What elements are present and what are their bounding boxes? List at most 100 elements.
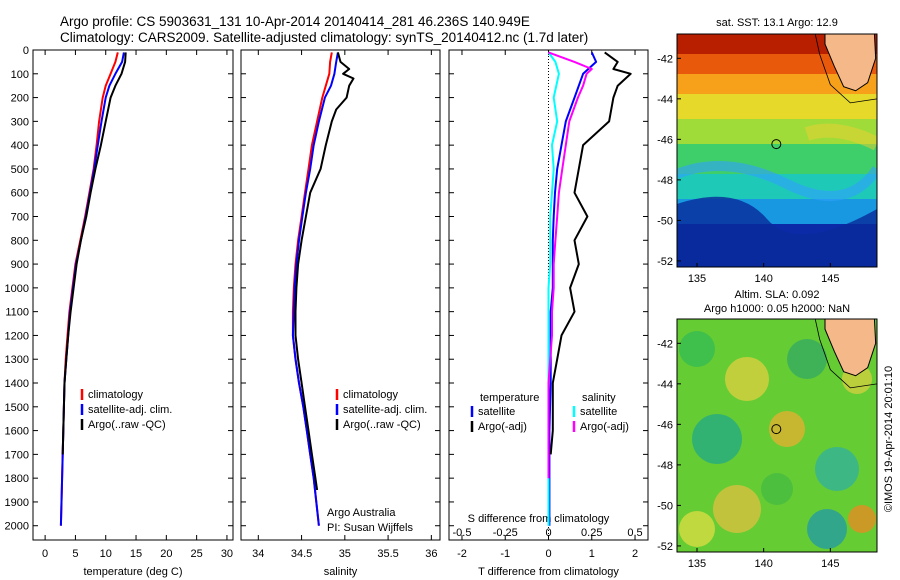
legend-label: Argo(-adj) (478, 421, 527, 433)
y-tick-label: -44 (657, 94, 673, 106)
y-tick-label: 400 (11, 140, 29, 152)
header-line-1: Argo profile: CS 5903631_131 10-Apr-2014… (60, 14, 530, 29)
x-top-tick-label: -0.25 (493, 527, 518, 539)
y-tick-label: -42 (657, 53, 673, 65)
tasmania-land (824, 319, 877, 377)
sla-blob (815, 447, 859, 491)
x-tick-label: 5 (72, 548, 78, 560)
x-tick-label: 140 (754, 558, 772, 570)
sla-blob (848, 505, 876, 533)
legend-label: Argo(..raw -QC) (343, 419, 421, 431)
panel-frame (32, 49, 234, 541)
x-tick-label: 34 (252, 548, 264, 560)
y-tick-label: 700 (11, 212, 29, 224)
tasmania-land (824, 34, 877, 92)
legend-label: satellite-adj. clim. (343, 404, 427, 416)
x-tick-label: 145 (821, 558, 839, 570)
x-tick-label: 0 (42, 548, 48, 560)
sla-map: -42 -44 -46 -48 -50 -52 135 140 145 Altim. SLA: 0… (657, 289, 895, 570)
x-top-tick-label: 0.5 (627, 527, 642, 539)
profile-panel-2: 34 34.5 35 35.5 36 salinity climatology satelli… (240, 49, 441, 578)
y-tick-label: 900 (11, 259, 29, 271)
sst-warm-eddy (804, 123, 877, 151)
sla-blob (769, 411, 805, 447)
series-line (291, 52, 339, 526)
y-tick-label: -50 (657, 500, 673, 512)
x-axis-label: salinity (324, 566, 358, 578)
legend-title: salinity (582, 392, 616, 404)
profile-panel-1: 0100200300400500600700800900100011001200… (5, 45, 234, 578)
sla-blob (679, 331, 715, 367)
map-frame (676, 33, 878, 268)
y-tick-label: 1400 (5, 378, 29, 390)
y-tick-label: -50 (657, 215, 673, 227)
series-line (549, 51, 632, 455)
legend-label: satellite (478, 406, 515, 418)
legend-title: temperature (480, 392, 539, 404)
map-title-line-2: Argo h1000: 0.05 h2000: NaN (704, 303, 850, 315)
x-tick-label: 0 (545, 548, 551, 560)
y-tick-label: 1500 (5, 402, 29, 414)
y-tick-label: -48 (657, 460, 673, 472)
y-tick-label: -52 (657, 256, 673, 268)
y-tick-label: 1200 (5, 330, 29, 342)
map-field (677, 319, 877, 552)
y-tick-label: -46 (657, 134, 673, 146)
header-line-2: Climatology: CARS2009. Satellite-adjuste… (60, 30, 589, 45)
panel-frame (240, 49, 441, 541)
series-line (59, 52, 119, 526)
x-tick-label: 145 (821, 273, 839, 285)
x-tick-label: 140 (754, 273, 772, 285)
x-top-tick-label: 0 (545, 527, 551, 539)
x-tick-label: 30 (221, 548, 233, 560)
annotation-line: Argo Australia (327, 507, 396, 519)
series-line (547, 51, 593, 479)
x-tick-label: 34.5 (291, 548, 312, 560)
map-title: sat. SST: 13.1 Argo: 12.9 (716, 17, 838, 29)
x-tick-label: 35 (339, 548, 351, 560)
sla-blob (713, 485, 761, 533)
y-tick-label: 1600 (5, 426, 29, 438)
y-tick-label: 500 (11, 164, 29, 176)
sla-blob (725, 357, 769, 401)
series-line (548, 51, 598, 526)
sla-blob (679, 511, 715, 547)
y-tick-label: 1900 (5, 497, 29, 509)
legend-label: satellite-adj. clim. (88, 404, 172, 416)
y-tick-label: 0 (23, 45, 29, 57)
map-field (677, 34, 877, 267)
y-tick-label: -46 (657, 419, 673, 431)
map-title-line-1: Altim. SLA: 0.092 (735, 289, 820, 301)
x-tick-label: 135 (688, 558, 706, 570)
shelf-contour (814, 34, 877, 104)
argo-position-marker (771, 424, 782, 435)
y-tick-label: 100 (11, 69, 29, 81)
legend-label: satellite (580, 406, 617, 418)
sla-blob (787, 339, 827, 379)
x-tick-label: 10 (100, 548, 112, 560)
x-tick-label: -1 (500, 548, 510, 560)
map-frame (676, 318, 878, 553)
y-tick-label: 1300 (5, 354, 29, 366)
x-tick-label: 25 (191, 548, 203, 560)
argo-position-marker (771, 139, 782, 150)
x-tick-label: 15 (130, 548, 142, 560)
y-tick-label: -44 (657, 379, 673, 391)
series-line (61, 52, 127, 455)
annotation-line: PI: Susan Wijffels (327, 522, 413, 534)
x-top-tick-label: 0.25 (581, 527, 602, 539)
copyright-text: ©IMOS 19-Apr-2014 20:01:10 (883, 366, 895, 512)
x-tick-label: 135 (688, 273, 706, 285)
x-axis-label: T difference from climatology (478, 566, 619, 578)
shelf-contour (814, 319, 877, 389)
sst-band (677, 144, 877, 179)
x-top-axis-label: S difference from climatology (468, 513, 610, 525)
x-tick-label: 1 (589, 548, 595, 560)
series-line (59, 52, 125, 526)
y-tick-label: 200 (11, 93, 29, 105)
y-tick-label: 1700 (5, 449, 29, 461)
sla-blob (807, 509, 847, 549)
legend-label: climatology (88, 389, 144, 401)
y-tick-label: 1800 (5, 473, 29, 485)
